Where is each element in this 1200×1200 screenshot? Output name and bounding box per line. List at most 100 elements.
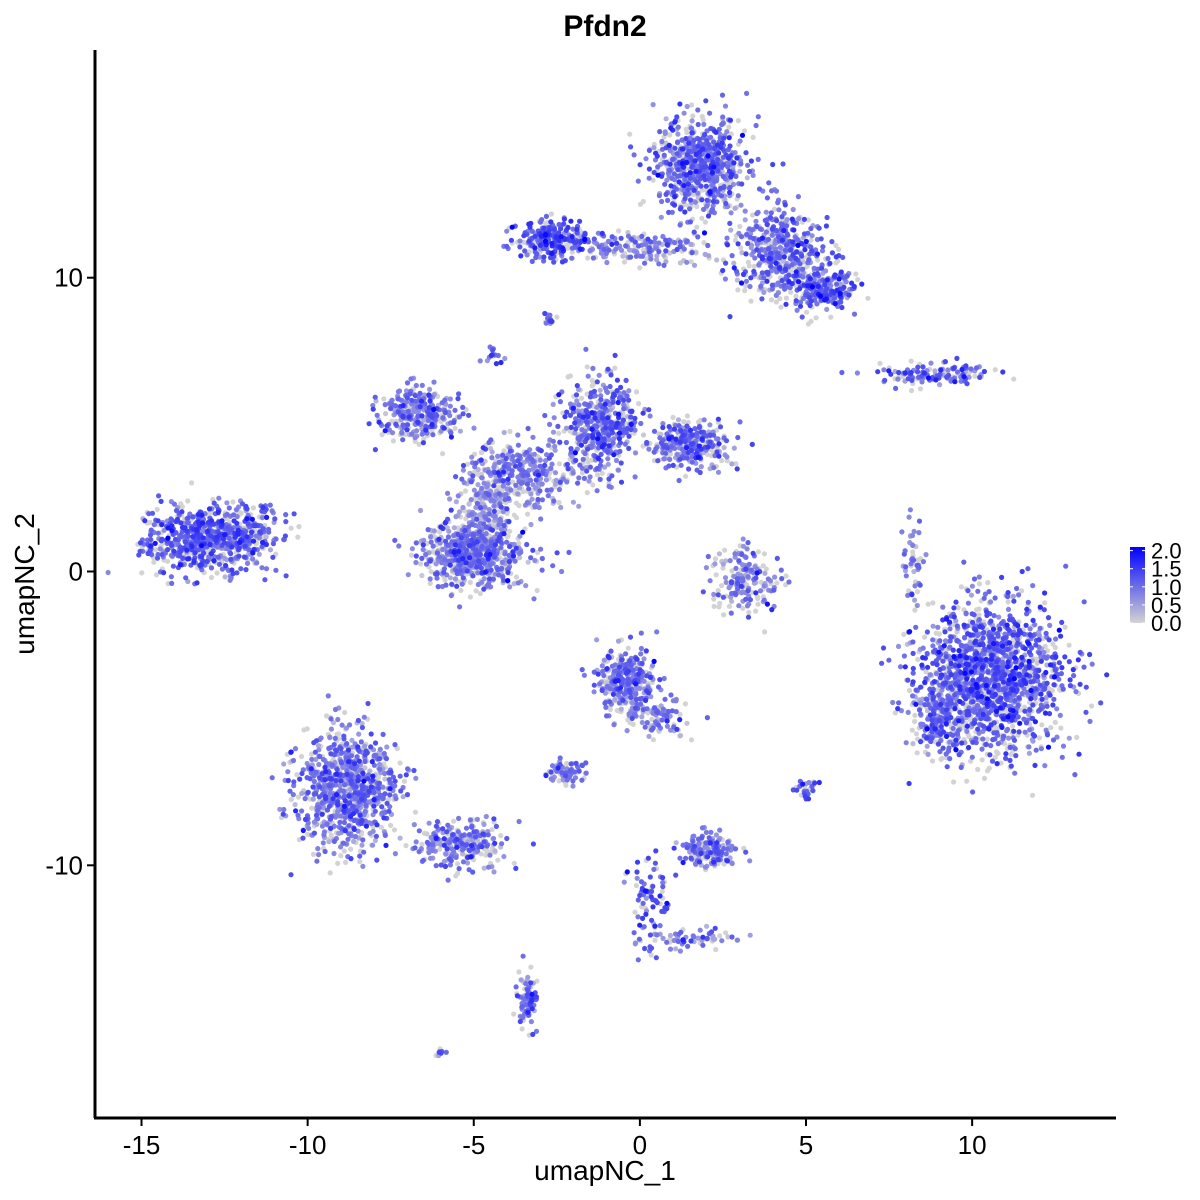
cell-point (964, 778, 970, 784)
cell-point (528, 964, 534, 970)
cell-point (747, 858, 753, 864)
cell-point (563, 425, 570, 431)
cell-point (208, 574, 215, 581)
cell-point (552, 470, 559, 476)
cell-point (733, 461, 739, 467)
cell-point (1053, 636, 1059, 642)
cell-point (923, 669, 929, 675)
cell-point (651, 145, 657, 151)
cell-point (735, 287, 741, 293)
cell-point (481, 865, 487, 871)
cell-point (233, 507, 239, 513)
cell-point (335, 716, 341, 723)
cell-point (491, 464, 497, 470)
cell-point (413, 775, 419, 781)
cell-point (599, 470, 605, 476)
cell-point (713, 832, 720, 838)
cell-point (833, 242, 839, 248)
cell-point (605, 456, 611, 462)
cell-point (650, 737, 657, 743)
cell-point (615, 467, 622, 473)
cell-point (458, 587, 464, 594)
cell-point (742, 208, 748, 214)
cell-point (933, 630, 939, 636)
cell-point (1050, 641, 1056, 647)
cell-point (930, 600, 936, 606)
cell-point (699, 215, 705, 221)
cell-point (347, 722, 353, 728)
cell-point (339, 722, 345, 728)
cell-point (646, 446, 652, 452)
cell-point (920, 645, 926, 651)
cell-point (935, 687, 941, 693)
cell-point (696, 840, 702, 847)
cell-point (324, 713, 330, 719)
cell-point (548, 776, 554, 782)
cell-point (335, 860, 341, 867)
cell-point (761, 551, 768, 557)
cell-point (701, 417, 707, 423)
cell-point (495, 453, 501, 459)
cell-point (624, 728, 630, 734)
cell-point (576, 503, 582, 509)
cell-point (445, 490, 451, 496)
cell-point (643, 156, 649, 162)
cell-point (681, 110, 687, 116)
cell-point (414, 428, 420, 434)
cell-point (783, 295, 790, 301)
cell-point (744, 546, 750, 552)
cell-point (417, 507, 424, 514)
cell-point (507, 584, 513, 590)
cell-point (447, 496, 453, 502)
points-layer (105, 90, 1110, 1059)
cell-point (633, 883, 640, 889)
cell-point (691, 262, 698, 268)
cell-point (938, 756, 944, 763)
cell-point (1054, 706, 1060, 712)
cell-point (652, 235, 658, 241)
cell-point (1047, 622, 1053, 629)
cell-point (230, 499, 236, 505)
cell-point (751, 263, 757, 269)
cell-point (447, 396, 453, 402)
cell-point (620, 253, 626, 259)
cell-point (768, 297, 775, 303)
cell-point (492, 513, 498, 519)
cell-point (460, 504, 466, 511)
cell-point (663, 116, 669, 122)
cell-point (1089, 703, 1095, 709)
cell-point (309, 805, 315, 811)
cell-point (1052, 719, 1058, 726)
cell-point (722, 276, 729, 282)
cell-point (543, 220, 549, 227)
cell-point (881, 367, 887, 373)
cell-point (377, 761, 383, 768)
cell-point (638, 645, 645, 652)
cell-point (736, 603, 742, 609)
cell-point (334, 731, 340, 737)
cell-point (744, 603, 751, 609)
cell-point (750, 172, 756, 178)
cell-point (381, 396, 387, 402)
cell-point (524, 500, 530, 506)
cell-point (378, 824, 384, 830)
cell-point (969, 583, 976, 589)
cell-point (804, 264, 810, 270)
cell-point (504, 228, 510, 234)
cell-point (397, 835, 403, 841)
cell-point (486, 864, 492, 870)
cell-point (556, 499, 562, 506)
cell-point (750, 212, 756, 218)
cell-point (256, 551, 262, 557)
cell-point (475, 581, 481, 588)
cell-point (579, 470, 586, 476)
cell-point (906, 687, 913, 694)
cell-point (945, 367, 951, 373)
cell-point (673, 946, 679, 952)
cell-point (489, 449, 495, 455)
cell-point (728, 227, 734, 233)
cell-point (532, 504, 538, 510)
cell-point (675, 417, 682, 423)
cell-point (762, 570, 768, 576)
cell-point (713, 572, 719, 578)
